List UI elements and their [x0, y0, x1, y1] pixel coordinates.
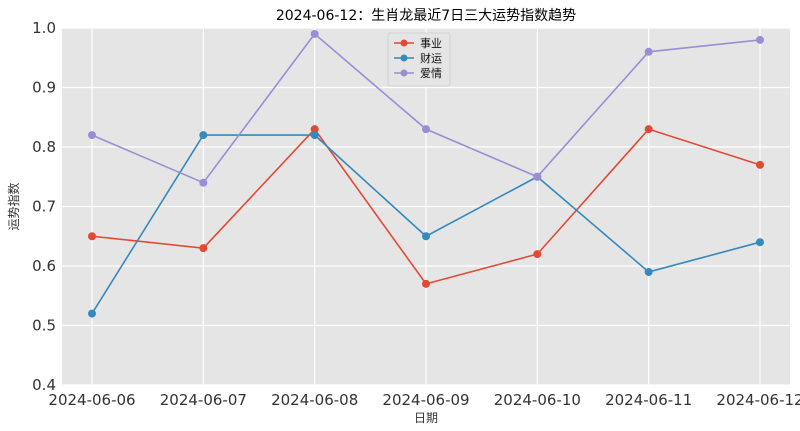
y-axis-label: 运势指数 [6, 182, 21, 230]
data-point [422, 232, 430, 241]
data-point [310, 29, 319, 38]
data-point [756, 35, 764, 44]
data-point [422, 125, 430, 134]
x-tick-label: 2024-06-11 [605, 391, 692, 409]
x-tick-label: 2024-06-07 [160, 391, 247, 409]
legend-label: 爱情 [420, 67, 442, 80]
data-point [422, 279, 430, 288]
legend-marker [400, 54, 408, 62]
y-tick-label: 0.5 [32, 317, 56, 335]
y-tick-label: 0.9 [32, 79, 56, 97]
x-tick-labels: 2024-06-06 2024-06-07 2024-06-08 2024-06-09… [48, 391, 800, 409]
data-point [310, 125, 319, 134]
legend-label: 财运 [420, 51, 442, 65]
y-tick-label: 0.4 [32, 376, 56, 394]
x-tick-label: 2024-06-09 [382, 391, 469, 409]
data-point [310, 131, 319, 140]
y-tick-label: 0.8 [32, 138, 56, 156]
series-2 [88, 29, 764, 187]
x-tick-label: 2024-06-08 [271, 391, 358, 409]
data-point [199, 178, 208, 187]
series-group [88, 29, 764, 318]
data-point [756, 160, 764, 169]
legend-marker [400, 69, 408, 77]
data-point [644, 47, 653, 56]
x-tick-label: 2024-06-10 [494, 391, 581, 409]
data-point [644, 267, 653, 276]
legend-label: 事业 [420, 37, 442, 50]
chart-title: 2024-06-12：生肖龙最近7日三大运势指数趋势 [276, 8, 576, 24]
y-tick-label: 0.6 [32, 257, 56, 275]
grid [62, 27, 790, 386]
legend-marker [400, 39, 408, 47]
data-point [199, 244, 208, 253]
x-tick-label: 2024-06-12 [716, 391, 800, 409]
data-point [644, 125, 653, 134]
data-point [88, 131, 96, 140]
data-point [756, 238, 764, 247]
data-point [533, 250, 542, 259]
y-tick-labels: 0.4 0.5 0.6 0.7 0.8 0.9 1.0 [32, 19, 56, 394]
data-point [88, 309, 96, 318]
x-tick-label: 2024-06-06 [48, 391, 135, 409]
data-point [533, 172, 542, 181]
x-axis-label: 日期 [414, 411, 438, 425]
data-point [199, 131, 208, 140]
y-tick-label: 1.0 [32, 19, 56, 37]
data-point [88, 232, 96, 241]
y-tick-label: 0.7 [32, 198, 56, 216]
series-0 [88, 125, 764, 288]
